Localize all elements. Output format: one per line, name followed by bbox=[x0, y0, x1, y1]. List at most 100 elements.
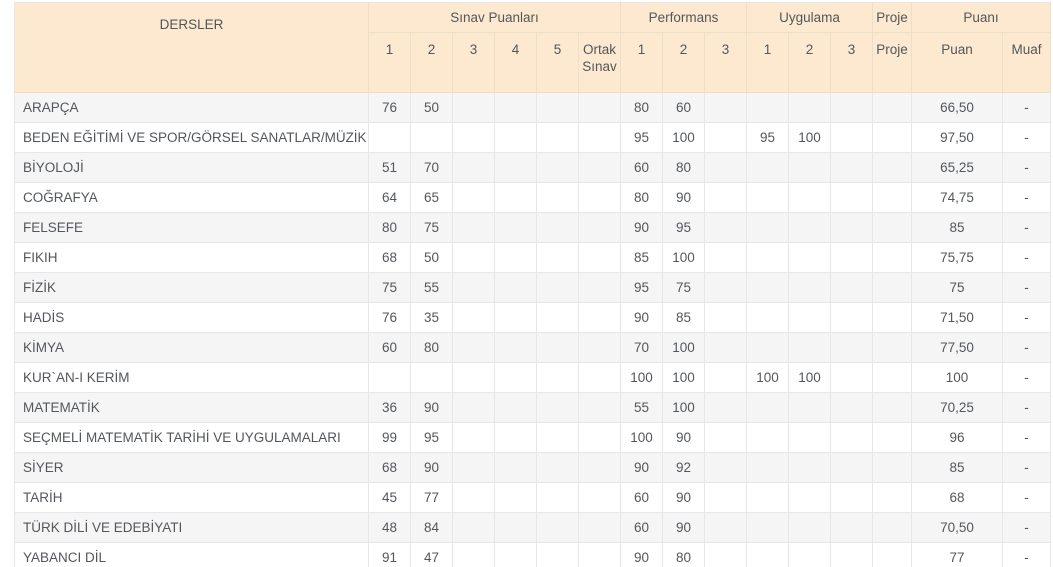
sinav-score-cell-1: 64 bbox=[368, 182, 411, 213]
proje-score-cell bbox=[872, 92, 913, 123]
ders-cell: HADİS bbox=[14, 302, 369, 333]
ders-cell: SİYER bbox=[14, 452, 369, 483]
sinav-score-cell-3 bbox=[452, 92, 495, 123]
ders-cell: MATEMATİK bbox=[14, 392, 369, 423]
sinav-score-cell-5 bbox=[536, 212, 579, 243]
sinav-score-cell-6 bbox=[577, 212, 622, 243]
proje-score-cell bbox=[872, 332, 913, 363]
sinav-score-cell-5 bbox=[536, 482, 579, 513]
ders-cell: KUR`AN-I KERİM bbox=[14, 362, 369, 393]
performans-score-cell-2: 90 bbox=[662, 182, 706, 213]
muaf-cell: - bbox=[1002, 272, 1052, 303]
muaf-cell: - bbox=[1002, 452, 1052, 483]
ders-cell: FIKIH bbox=[14, 242, 369, 273]
muaf-cell: - bbox=[1002, 362, 1052, 393]
sinav-score-cell-1: 36 bbox=[368, 392, 411, 423]
sinav-score-cell-6 bbox=[577, 332, 622, 363]
muaf-cell: - bbox=[1002, 482, 1052, 513]
sinav-score-cell-5 bbox=[536, 362, 579, 393]
uygulama-score-cell-3 bbox=[830, 182, 874, 213]
uygulama-score-cell-1 bbox=[746, 542, 790, 567]
sinav-score-cell-5 bbox=[536, 242, 579, 273]
col-header-sinav-1: 1 bbox=[368, 32, 411, 93]
performans-score-cell-1: 90 bbox=[620, 452, 664, 483]
table-row: FELSEFE 80 75 90 95 85- bbox=[14, 212, 1052, 243]
puan-cell: 77,50 bbox=[911, 332, 1004, 363]
performans-score-cell-1: 80 bbox=[620, 92, 664, 123]
performans-score-cell-3 bbox=[704, 242, 748, 273]
performans-score-cell-1: 60 bbox=[620, 512, 664, 543]
sinav-score-cell-3 bbox=[452, 152, 495, 183]
performans-score-cell-3 bbox=[704, 542, 748, 567]
proje-score-cell bbox=[872, 242, 913, 273]
sinav-score-cell-6 bbox=[577, 122, 622, 153]
uygulama-score-cell-3 bbox=[830, 272, 874, 303]
uygulama-score-cell-1 bbox=[746, 92, 790, 123]
sinav-score-cell-5 bbox=[536, 302, 579, 333]
sinav-score-cell-3 bbox=[452, 182, 495, 213]
header-sub-row: 1 2 3 4 5 Ortak Sınav 1 2 3 1 2 3 Proje … bbox=[15, 32, 1052, 93]
puan-cell: 75,75 bbox=[911, 242, 1004, 273]
ders-cell: FİZİK bbox=[14, 272, 369, 303]
uygulama-score-cell-2 bbox=[788, 542, 832, 567]
table-row: ARAPÇA 76 50 80 60 66,50- bbox=[14, 92, 1052, 123]
sinav-score-cell-5 bbox=[536, 92, 579, 123]
sinav-score-cell-6 bbox=[577, 422, 622, 453]
proje-score-cell bbox=[872, 212, 913, 243]
sinav-score-cell-5 bbox=[536, 512, 579, 543]
sinav-score-cell-3 bbox=[452, 212, 495, 243]
proje-score-cell bbox=[872, 482, 913, 513]
uygulama-score-cell-1 bbox=[746, 152, 790, 183]
table-row: MATEMATİK 36 90 55 100 70,25- bbox=[14, 392, 1052, 423]
sinav-score-cell-5 bbox=[536, 152, 579, 183]
performans-score-cell-2: 85 bbox=[662, 302, 706, 333]
sinav-score-cell-6 bbox=[577, 302, 622, 333]
performans-score-cell-2: 80 bbox=[662, 542, 706, 567]
performans-score-cell-1: 80 bbox=[620, 182, 664, 213]
uygulama-score-cell-2 bbox=[788, 392, 832, 423]
performans-score-cell-1: 100 bbox=[620, 422, 664, 453]
puan-cell: 70,50 bbox=[911, 512, 1004, 543]
sinav-score-cell-4 bbox=[494, 362, 537, 393]
uygulama-score-cell-3 bbox=[830, 242, 874, 273]
sinav-score-cell-4 bbox=[494, 242, 537, 273]
col-header-muaf: Muaf bbox=[1002, 32, 1052, 93]
sinav-score-cell-4 bbox=[494, 152, 537, 183]
uygulama-score-cell-2 bbox=[788, 332, 832, 363]
ders-cell: BİYOLOJİ bbox=[14, 152, 369, 183]
sinav-score-cell-2: 70 bbox=[410, 152, 453, 183]
sinav-score-cell-4 bbox=[494, 272, 537, 303]
sinav-score-cell-3 bbox=[452, 302, 495, 333]
sinav-score-cell-6 bbox=[577, 272, 622, 303]
uygulama-score-cell-3 bbox=[830, 122, 874, 153]
proje-score-cell bbox=[872, 122, 913, 153]
uygulama-score-cell-3 bbox=[830, 332, 874, 363]
uygulama-score-cell-2: 100 bbox=[788, 362, 832, 393]
puan-cell: 85 bbox=[911, 212, 1004, 243]
uygulama-score-cell-3 bbox=[830, 512, 874, 543]
performans-score-cell-3 bbox=[704, 452, 748, 483]
performans-score-cell-3 bbox=[704, 92, 748, 123]
muaf-cell: - bbox=[1002, 152, 1052, 183]
sinav-score-cell-2: 84 bbox=[410, 512, 453, 543]
uygulama-score-cell-2 bbox=[788, 242, 832, 273]
proje-score-cell bbox=[872, 392, 913, 423]
performans-score-cell-1: 90 bbox=[620, 542, 664, 567]
table-row: BİYOLOJİ 51 70 60 80 65,25- bbox=[14, 152, 1052, 183]
performans-score-cell-2: 100 bbox=[662, 392, 706, 423]
sinav-score-cell-4 bbox=[494, 422, 537, 453]
sinav-score-cell-2 bbox=[410, 122, 453, 153]
sinav-score-cell-6 bbox=[577, 542, 622, 567]
uygulama-score-cell-1: 100 bbox=[746, 362, 790, 393]
performans-score-cell-3 bbox=[704, 482, 748, 513]
proje-score-cell bbox=[872, 422, 913, 453]
sinav-score-cell-2: 95 bbox=[410, 422, 453, 453]
sinav-score-cell-2: 50 bbox=[410, 92, 453, 123]
col-group-uygulama: Uygulama bbox=[746, 2, 874, 33]
proje-score-cell bbox=[872, 302, 913, 333]
sinav-score-cell-1: 76 bbox=[368, 302, 411, 333]
uygulama-score-cell-1 bbox=[746, 242, 790, 273]
sinav-score-cell-1: 51 bbox=[368, 152, 411, 183]
ders-cell: KİMYA bbox=[14, 332, 369, 363]
performans-score-cell-1: 85 bbox=[620, 242, 664, 273]
